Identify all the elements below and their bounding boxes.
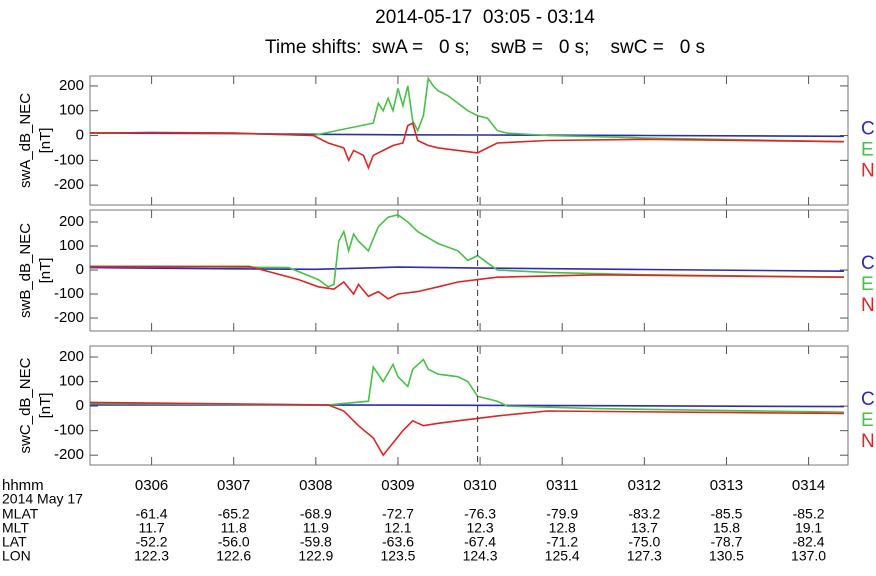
ephemeris-row-label: LAT [2, 534, 27, 550]
x-tick-label: 0308 [299, 477, 332, 494]
y-tick-label: -100 [54, 285, 84, 302]
ephemeris-value: -76.3 [464, 506, 496, 522]
ephemeris-value: 11.9 [303, 520, 329, 536]
ephemeris-value: -85.5 [710, 506, 742, 522]
ephemeris-value: -85.2 [793, 506, 825, 522]
data-line [90, 213, 844, 288]
ephemeris-value: -61.4 [136, 506, 168, 522]
ephemeris-date: 2014 May 17 [2, 491, 83, 507]
y-tick-label: 200 [59, 77, 84, 94]
ephemeris-row-label: MLT [2, 520, 29, 536]
ephemeris-value: 15.8 [713, 520, 740, 536]
data-line [89, 401, 844, 457]
ephemeris-value: 137.0 [791, 548, 826, 564]
ephemeris-value: -52.2 [136, 534, 168, 550]
ephemeris-value: 125.4 [545, 548, 580, 564]
ephemeris-row-label: MLAT [2, 506, 39, 522]
x-tick-label: 0307 [217, 477, 250, 494]
legend-entry: C [861, 253, 875, 274]
ephemeris-value: 12.1 [384, 520, 411, 536]
ephemeris-value: -59.8 [300, 534, 332, 550]
x-tick-label: 0314 [792, 477, 825, 494]
title: 2014-05-17 03:05 - 03:14 [375, 7, 595, 28]
y-tick-label: -200 [54, 176, 84, 193]
data-line [89, 358, 844, 413]
ephemeris-value: 11.8 [221, 520, 247, 536]
y-tick-label: 200 [59, 213, 84, 230]
ephemeris-row-label: LON [2, 548, 31, 564]
x-tick-label: 0306 [135, 477, 168, 494]
legend-entry: N [861, 295, 875, 316]
legend-entry: E [861, 274, 874, 295]
ephemeris-value: 122.9 [298, 548, 333, 564]
ephemeris-value: 124.3 [463, 548, 498, 564]
legend-entry: E [861, 410, 874, 431]
y-tick-label: 0 [76, 261, 84, 278]
y-axis-unit: [nT] [37, 128, 54, 154]
y-tick-label: -200 [54, 309, 84, 326]
ephemeris-value: 123.5 [380, 548, 415, 564]
ephemeris-value: 11.7 [138, 520, 164, 536]
ephemeris-value: -68.9 [300, 506, 332, 522]
ephemeris-value: -82.4 [793, 534, 825, 550]
ephemeris-value: -83.2 [628, 506, 660, 522]
y-tick-label: 100 [59, 373, 84, 390]
ephemeris-value: -78.7 [710, 534, 742, 550]
x-tick-label: 0311 [546, 477, 578, 494]
y-axis-label: swB_dB_NEC [17, 223, 34, 318]
y-axis-unit: [nT] [37, 258, 54, 284]
y-tick-label: -100 [54, 422, 84, 439]
ephemeris-value: -72.7 [382, 506, 414, 522]
ephemeris-value: 127.3 [627, 548, 662, 564]
data-line [89, 76, 844, 143]
ephemeris-value: 19.1 [795, 520, 822, 536]
ephemeris-value: -65.2 [218, 506, 250, 522]
data-line [90, 404, 844, 408]
panel-frame [89, 75, 849, 206]
y-axis-label: swA_dB_NEC [17, 93, 34, 188]
y-tick-label: 100 [59, 237, 84, 254]
data-line [89, 121, 844, 170]
x-tick-label: 0313 [710, 477, 743, 494]
ephemeris-value: -67.4 [464, 534, 496, 550]
ephemeris-value: -56.0 [218, 534, 250, 550]
data-line [90, 265, 844, 300]
y-tick-label: 0 [76, 397, 84, 414]
ephemeris-value: 130.5 [709, 548, 744, 564]
ephemeris-value: -79.9 [546, 506, 578, 522]
data-line [89, 266, 844, 272]
ephemeris-value: 12.3 [466, 520, 493, 536]
y-axis-unit: [nT] [37, 393, 54, 419]
ephemeris-value: -71.2 [546, 534, 578, 550]
legend-entry: E [861, 140, 874, 161]
ephemeris-value: 13.7 [631, 520, 658, 536]
legend-entry: N [861, 161, 875, 182]
ephemeris-value: -63.6 [382, 534, 414, 550]
y-tick-label: -100 [54, 151, 84, 168]
y-tick-label: -200 [54, 446, 84, 463]
ephemeris-value: 122.3 [134, 548, 169, 564]
legend-entry: C [861, 119, 875, 140]
ephemeris-value: 122.6 [216, 548, 251, 564]
ephemeris-value: -75.0 [628, 534, 660, 550]
y-tick-label: 0 [76, 127, 84, 144]
ephemeris-value: 12.8 [549, 520, 576, 536]
subtitle: Time shifts: swA = 0 s; swB = 0 s; swC =… [265, 37, 705, 58]
x-tick-label: 0309 [381, 477, 414, 494]
y-tick-label: 100 [59, 102, 84, 119]
y-tick-label: 200 [59, 348, 84, 365]
legend-entry: N [861, 431, 875, 452]
y-axis-label: swC_dB_NEC [17, 357, 34, 453]
ephemeris-header: hhmm [2, 477, 44, 494]
x-tick-label: 0310 [463, 477, 496, 494]
legend-entry: C [861, 389, 875, 410]
x-tick-label: 0312 [628, 477, 661, 494]
